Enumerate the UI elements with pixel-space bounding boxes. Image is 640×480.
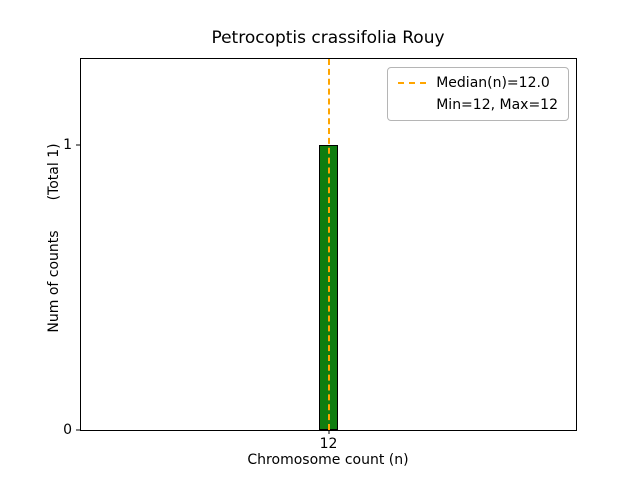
legend-label-median: Median(n)=12.0 [436,75,550,91]
legend-label-minmax: Min=12, Max=12 [436,97,558,113]
x-tick-label: 12 [319,436,338,452]
plot-area: Median(n)=12.0 Min=12, Max=12 12 0 1 [63,58,577,452]
y-tick-mark [76,144,80,146]
y-axis-label: Num of counts (Total 1) [46,143,62,332]
legend-item-median: Median(n)=12.0 [398,75,558,91]
legend: Median(n)=12.0 Min=12, Max=12 [387,67,569,121]
y-tick-mark [76,429,80,431]
legend-item-minmax: Min=12, Max=12 [398,97,558,113]
median-line [327,59,330,430]
y-axis-label-total: (Total 1) [46,143,62,201]
y-tick-label: 0 [63,422,72,438]
median-line-legend-swatch [398,82,427,84]
legend-swatch-spacer [398,104,426,106]
x-axis-label: Chromosome count (n) [247,452,409,468]
y-tick-label: 1 [63,136,72,153]
chart-title: Petrocoptis crassifolia Rouy [211,28,445,48]
y-axis-label-text: Num of counts [46,230,62,333]
x-tick-mark [328,430,329,434]
